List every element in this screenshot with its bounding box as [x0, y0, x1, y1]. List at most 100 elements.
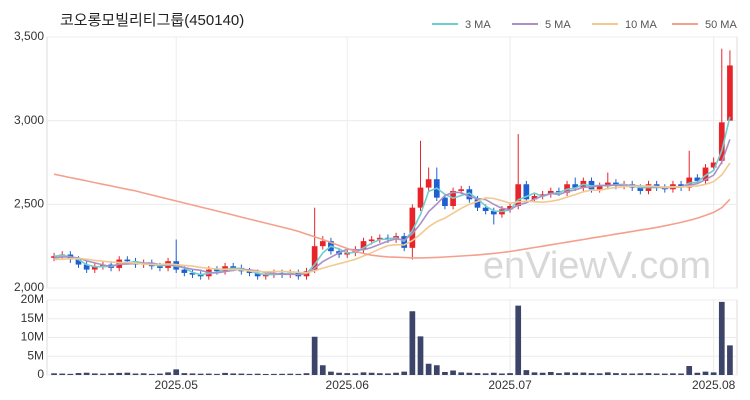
candle-body — [596, 185, 603, 190]
volume-bar — [450, 370, 456, 375]
volume-bar — [51, 373, 57, 375]
volume-bar — [352, 373, 359, 375]
candle-body — [727, 65, 733, 121]
volume-bar — [604, 372, 611, 375]
volume-bar — [181, 373, 188, 375]
volume-bar — [629, 373, 636, 375]
volume-bar — [547, 372, 554, 375]
volume-bar — [393, 372, 399, 375]
volume-bar — [653, 373, 660, 375]
candle-body — [91, 266, 98, 270]
volume-bar — [474, 373, 481, 375]
candle-body — [368, 239, 375, 242]
candle-body — [458, 189, 465, 191]
volume-bar — [580, 372, 587, 375]
legend-label: 5 MA — [545, 19, 571, 31]
volume-bar — [140, 373, 147, 375]
volume-bar — [670, 373, 676, 375]
candle-body — [710, 162, 717, 168]
volume-bar — [148, 373, 155, 375]
volume-bar — [572, 372, 579, 375]
volume-bar — [75, 373, 82, 375]
candle-body — [197, 274, 204, 277]
candle-body — [474, 199, 481, 208]
volume-bar — [376, 373, 383, 375]
y-tick-label: 2,000 — [14, 280, 44, 294]
volume-bar — [499, 373, 505, 375]
y-tick-label: 15M — [21, 311, 44, 325]
volume-bar — [596, 373, 603, 375]
candle-body — [637, 187, 644, 191]
volume-bar — [417, 336, 424, 375]
volume-bar — [727, 345, 733, 375]
volume-bar — [132, 373, 139, 375]
x-tick-label: 2025.08 — [692, 378, 736, 392]
volume-bar — [246, 373, 253, 375]
candle-body — [442, 197, 448, 207]
y-tick-label: 3,000 — [14, 113, 44, 127]
candle-body — [702, 167, 709, 181]
candle-body — [360, 241, 367, 250]
volume-bar — [425, 363, 432, 375]
volume-bar — [83, 372, 90, 375]
candle-body — [262, 274, 269, 277]
volume-bar — [621, 373, 627, 375]
candle-body — [523, 184, 530, 200]
legend-label: 3 MA — [465, 19, 491, 31]
candle-body — [319, 241, 326, 247]
volume-bar — [523, 370, 530, 375]
y-tick-label: 0 — [37, 367, 44, 381]
watermark: enViewV.com — [483, 245, 711, 287]
volume-bar — [385, 373, 391, 375]
volume-bar — [328, 371, 334, 375]
candle-body — [189, 272, 196, 275]
volume-bar — [490, 372, 497, 375]
volume-bar — [336, 372, 342, 375]
volume-bar — [368, 372, 375, 375]
volume-bar — [271, 373, 277, 375]
volume-bar — [564, 372, 570, 375]
volume-bar — [661, 373, 668, 375]
volume-bar — [710, 372, 717, 375]
volume-bar — [197, 373, 204, 375]
volume-bar — [254, 373, 261, 375]
candle-body — [482, 207, 489, 212]
candle-body — [376, 237, 383, 240]
candle-body — [490, 211, 497, 215]
candle-body — [254, 272, 261, 277]
candle-body — [718, 122, 725, 161]
volume-bar — [59, 373, 66, 375]
volume-bar — [100, 373, 106, 375]
volume-bar — [311, 336, 318, 375]
candle-body — [417, 187, 424, 208]
volume-bar — [515, 305, 522, 375]
candle-body — [604, 182, 611, 186]
volume-bar — [108, 373, 114, 375]
legend-label: 50 MA — [705, 19, 737, 31]
volume-bar — [531, 372, 538, 375]
volume-bar — [189, 373, 196, 375]
volume-bar — [319, 365, 326, 375]
legend-label: 10 MA — [625, 19, 657, 31]
ma-line — [53, 173, 731, 259]
candle-body — [157, 266, 163, 268]
volume-bar — [409, 311, 416, 375]
volume-bar — [173, 369, 180, 375]
volume-bar — [637, 373, 644, 375]
volume-bar — [262, 373, 269, 375]
volume-bar — [344, 373, 351, 375]
candle-body — [564, 184, 570, 193]
y-tick-label: 10M — [21, 330, 44, 344]
volume-bar — [401, 371, 408, 375]
volume-bar — [205, 373, 212, 375]
volume-bar — [702, 371, 709, 375]
candle-body — [515, 184, 522, 207]
volume-bar — [287, 373, 294, 375]
y-tick-label: 2,500 — [14, 197, 44, 211]
y-tick-label: 5M — [27, 348, 44, 362]
candle-body — [230, 266, 237, 268]
candle-body — [181, 269, 188, 273]
volume-bar — [67, 373, 74, 375]
volume-bar — [295, 373, 302, 375]
